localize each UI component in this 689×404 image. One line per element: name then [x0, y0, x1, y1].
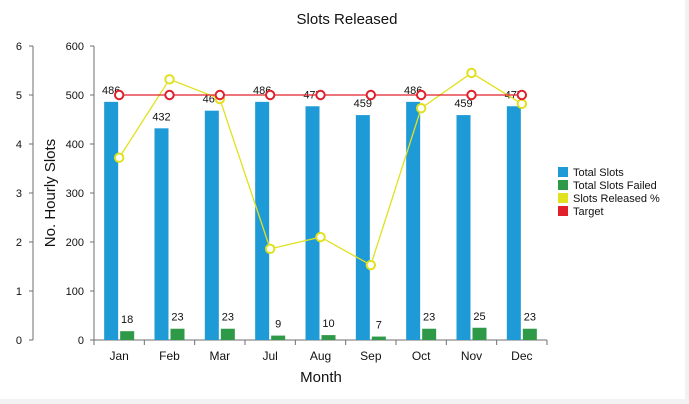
bar-data-label: 23	[423, 312, 435, 324]
slots-axis-tick-label: 200	[66, 237, 84, 249]
legend-swatch	[558, 206, 568, 216]
line-point-marker	[365, 89, 377, 101]
slots-axis-tick-label: 300	[66, 188, 84, 200]
chart-title: Slots Released	[297, 11, 398, 28]
bar-total-slots	[406, 101, 421, 340]
line-point-marker	[415, 89, 427, 101]
bar-data-label: 23	[222, 312, 234, 324]
bar-total-slots	[305, 106, 320, 341]
slots-axis-tick-label: 100	[66, 286, 84, 298]
line-point-marker	[466, 67, 477, 79]
line-point-marker	[264, 89, 276, 101]
x-axis-tick-label: Feb	[159, 349, 180, 363]
bar-total-slots	[355, 115, 370, 340]
x-axis-tick-label: Jan	[109, 349, 128, 363]
slots-axis-tick-label: 600	[66, 41, 84, 53]
bar-total-slots	[104, 101, 119, 340]
line-point-marker	[214, 89, 226, 101]
bar-total-slots	[255, 101, 270, 340]
left-axis-tick-label: 4	[16, 139, 22, 151]
line-point-marker	[365, 259, 377, 271]
bar-data-label: 25	[473, 311, 485, 323]
line-point-marker	[415, 103, 427, 114]
y-axis-label: No. Hourly Slots	[42, 139, 59, 247]
left-axis-tick-label: 6	[16, 41, 22, 53]
left-axis-tick-label: 1	[16, 286, 22, 298]
bar-data-label: 432	[152, 111, 170, 123]
bar-total-slots	[204, 110, 219, 341]
x-axis-tick-label: Aug	[310, 349, 331, 363]
bar-total-slots	[154, 128, 169, 340]
left-axis-tick-label: 0	[16, 335, 22, 347]
bar-total-slots-failed	[522, 328, 537, 340]
legend-label: Target	[573, 206, 604, 218]
line-point-marker	[264, 243, 276, 255]
bar-total-slots-failed	[170, 328, 185, 340]
legend-swatch	[558, 193, 568, 203]
bar-total-slots-failed	[321, 335, 336, 340]
line-point-marker	[516, 89, 528, 101]
x-axis-tick-label: Dec	[511, 349, 532, 363]
x-axis-tick-label: Nov	[461, 349, 482, 363]
bar-total-slots-failed	[422, 328, 437, 340]
bar-data-label: 459	[354, 98, 372, 110]
bar-data-label: 7	[376, 320, 382, 332]
legend-swatch	[558, 180, 568, 190]
bar-total-slots-failed	[472, 327, 487, 340]
line-point-marker	[113, 152, 125, 163]
bar-total-slots	[506, 106, 521, 341]
line-point-marker	[164, 74, 175, 85]
bar-data-label: 23	[524, 312, 536, 324]
legend-label: Total Slots Failed	[573, 180, 657, 192]
bar-total-slots-failed	[120, 331, 135, 340]
x-axis-label: Month	[300, 369, 342, 386]
legend-label: Slots Released %	[573, 193, 660, 205]
slots-axis-tick-label: 0	[78, 335, 84, 347]
left-axis-tick-label: 2	[16, 237, 22, 249]
bar-data-label: 9	[275, 319, 281, 331]
line-point-marker	[164, 89, 175, 101]
x-axis-tick-label: Sep	[360, 349, 382, 363]
bar-total-slots	[456, 115, 471, 340]
x-axis-tick-label: Oct	[412, 349, 431, 363]
x-axis-tick-label: Jul	[262, 349, 277, 363]
line-point-marker	[466, 89, 477, 101]
line-point-marker	[315, 89, 326, 101]
bar-total-slots-failed	[371, 336, 386, 340]
bar-data-label: 10	[322, 318, 334, 330]
slots-axis-tick-label: 400	[66, 139, 84, 151]
bar-data-label: 459	[454, 98, 472, 110]
bar-data-label: 23	[171, 312, 183, 324]
slots-axis-tick-label: 500	[66, 90, 84, 102]
line-point-marker	[516, 98, 528, 110]
bar-total-slots-failed	[220, 328, 235, 340]
line-point-marker	[113, 89, 125, 101]
bar-data-label: 18	[121, 314, 133, 326]
left-axis-tick-label: 5	[16, 90, 22, 102]
legend-swatch	[558, 167, 568, 177]
line-point-marker	[315, 231, 326, 243]
x-axis-tick-label: Mar	[209, 349, 230, 363]
legend-label: Total Slots	[573, 167, 624, 179]
left-axis-tick-label: 3	[16, 188, 22, 200]
bar-total-slots-failed	[271, 335, 286, 340]
